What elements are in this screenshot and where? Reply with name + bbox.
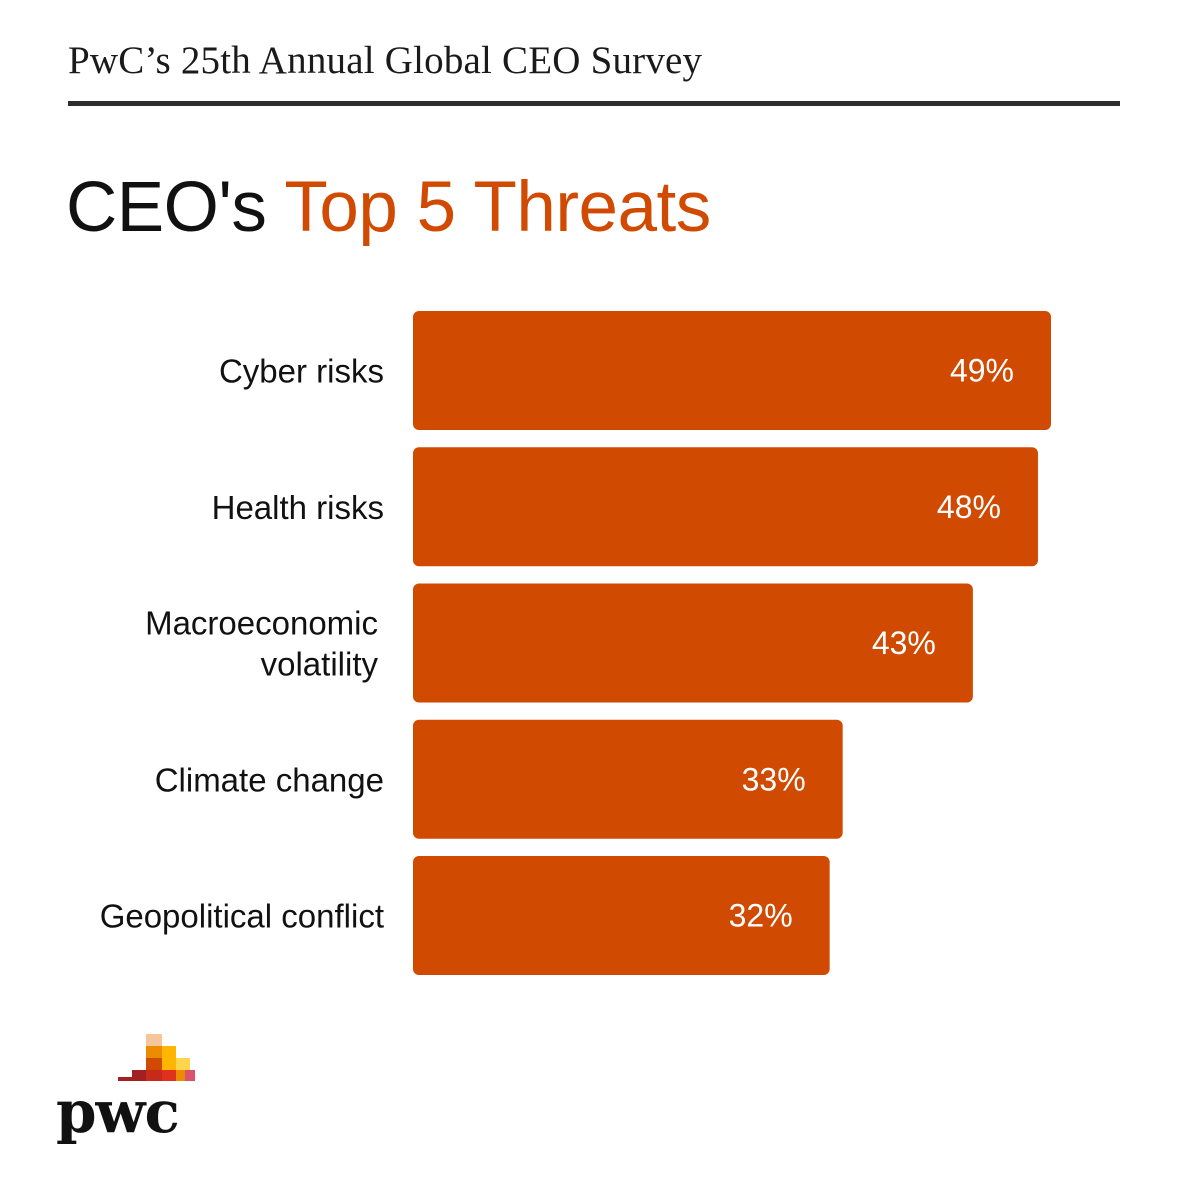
value-label-0: 49% — [950, 353, 1014, 389]
value-label-3: 33% — [742, 761, 806, 797]
value-label-1: 48% — [937, 489, 1001, 525]
category-label-2-line-1: volatility — [261, 646, 379, 683]
pwc-wordmark: pwc — [56, 1078, 180, 1146]
bar-0 — [413, 311, 1051, 430]
bar-2 — [413, 583, 973, 703]
category-label-2-line-0: Macroeconomic — [145, 605, 378, 642]
bar-3 — [413, 719, 843, 839]
chart-title-accent: Top 5 Threats — [284, 168, 711, 247]
header-divider — [68, 101, 1120, 106]
category-label-1: Health risks — [212, 489, 384, 526]
bar-4 — [413, 856, 830, 975]
chart-title: CEO's Top 5 Threats — [66, 166, 711, 250]
pwc-logo-icon — [118, 1034, 195, 1081]
category-label-3: Climate change — [155, 761, 384, 798]
survey-title: PwC’s 25th Annual Global CEO Survey — [68, 39, 703, 82]
value-label-4: 32% — [729, 898, 793, 934]
value-label-2: 43% — [872, 625, 936, 661]
category-label-4: Geopolitical conflict — [100, 898, 384, 935]
bar-1 — [413, 447, 1038, 567]
chart-title-prefix: CEO's — [66, 168, 267, 247]
category-label-0: Cyber risks — [219, 353, 384, 390]
